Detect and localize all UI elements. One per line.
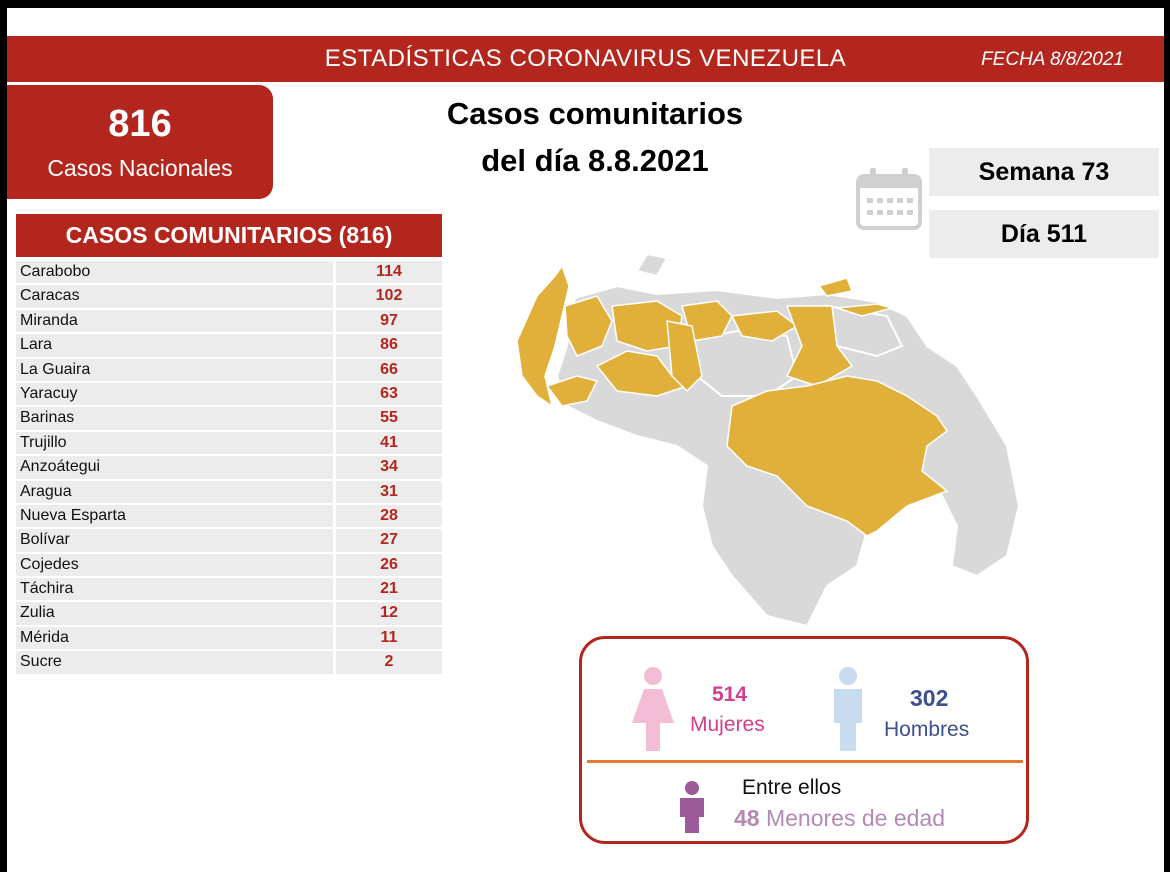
state-name: Carabobo [16,261,333,284]
table-row: Aragua 31 [16,480,442,503]
state-cases: 34 [336,456,442,479]
state-name: Cojedes [16,553,333,577]
title-bar: ESTADÍSTICAS CORONAVIRUS VENEZUELA FECHA… [7,36,1164,82]
state-cases: 2 [336,651,442,674]
national-cases-label: Casos Nacionales [47,155,233,181]
report-date: FECHA 8/8/2021 [981,49,1124,70]
state-cases: 55 [336,407,442,430]
woman-icon [632,667,674,751]
men-label: Hombres [884,718,970,741]
state-name: Yaracuy [16,382,333,406]
headline-line-2: del día 8.8.2021 [481,143,709,178]
divider [587,760,1023,763]
table-row: Miranda 97 [16,309,442,333]
state-name: Aragua [16,480,333,503]
women-count: 514 [712,683,748,706]
table-row: Yaracuy 63 [16,382,442,406]
minors-count: 48 [734,805,760,831]
minors-label: Menores de edad [765,805,945,831]
table-row: Lara 86 [16,334,442,357]
state-cases: 63 [336,382,442,406]
week-number: Semana 73 [929,148,1159,196]
national-cases-count: 816 [108,103,172,145]
state-cases: 66 [336,358,442,381]
state-name: Caracas [16,285,333,308]
table-row: Carabobo 114 [16,261,442,284]
page-title: ESTADÍSTICAS CORONAVIRUS VENEZUELA [324,45,847,72]
table-row: Caracas 102 [16,285,442,308]
state-cases: 86 [336,334,442,357]
child-icon [680,781,704,833]
minors-intro: Entre ellos [742,776,842,799]
table-row: Barinas 55 [16,407,442,430]
table-row: Sucre 2 [16,651,442,674]
state-name: Anzoátegui [16,456,333,479]
state-name: Barinas [16,407,333,430]
state-name: Bolívar [16,529,333,552]
table-row: Mérida 11 [16,626,442,650]
cases-table: Carabobo 114 Caracas 102 Miranda 97 Lara 86 La G… [16,261,442,676]
state-name: Lara [16,334,333,357]
state-name: Zulia [16,602,333,625]
table-row: Táchira 21 [16,578,442,601]
infographic: ESTADÍSTICAS CORONAVIRUS VENEZUELA FECHA… [7,8,1164,872]
table-row: Zulia 12 [16,602,442,625]
state-name: Nueva Esparta [16,504,333,528]
national-cases-card: 816 Casos Nacionales [7,85,273,199]
state-cases: 31 [336,480,442,503]
man-icon [834,667,862,751]
state-name: Trujillo [16,431,333,455]
table-row: Trujillo 41 [16,431,442,455]
state-cases: 11 [336,626,442,650]
day-number: Día 511 [929,210,1159,258]
men-count: 302 [910,685,949,711]
state-cases: 97 [336,309,442,333]
state-cases: 21 [336,578,442,601]
state-cases: 114 [336,261,442,284]
map-affected-states [516,264,949,537]
venezuela-map [516,252,1021,628]
table-title: CASOS COMUNITARIOS (816) [16,214,442,257]
state-name: Miranda [16,309,333,333]
women-label: Mujeres [690,713,765,736]
headline-line-1: Casos comunitarios [446,96,744,131]
headline: Casos comunitarios del día 8.8.2021 [395,90,795,184]
state-cases: 27 [336,529,442,552]
minors-text: 48 Menores de edad [734,805,945,832]
state-name: Mérida [16,626,333,650]
table-row: La Guaira 66 [16,358,442,381]
table-row: Bolívar 27 [16,529,442,552]
demographics-card: 514 Mujeres 302 Hombres Entre ellos 48 M… [579,636,1029,844]
calendar-icon [856,168,922,230]
state-name: Táchira [16,578,333,601]
state-name: La Guaira [16,358,333,381]
state-cases: 12 [336,602,442,625]
state-cases: 26 [336,553,442,577]
state-cases: 102 [336,285,442,308]
state-cases: 28 [336,504,442,528]
table-row: Anzoátegui 34 [16,456,442,479]
table-row: Nueva Esparta 28 [16,504,442,528]
state-cases: 41 [336,431,442,455]
state-name: Sucre [16,651,333,674]
table-row: Cojedes 26 [16,553,442,577]
